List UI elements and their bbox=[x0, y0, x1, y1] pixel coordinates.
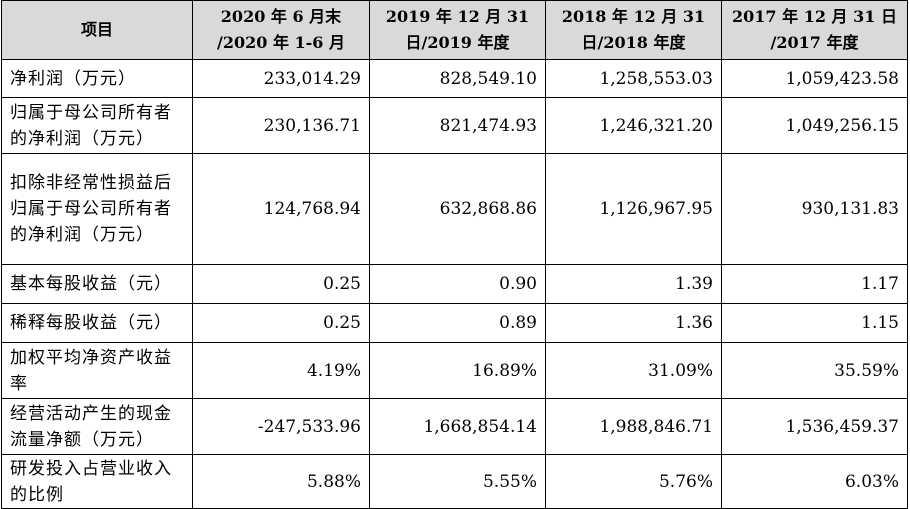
cell-value: 930,131.83 bbox=[721, 153, 908, 265]
cell-value: 6.03% bbox=[721, 454, 908, 509]
cell-value: 5.88% bbox=[192, 454, 370, 509]
cell-value: 4.19% bbox=[192, 342, 370, 399]
row-label: 基本每股收益（元） bbox=[1, 264, 193, 304]
cell-value: 1.39 bbox=[545, 264, 722, 304]
table-row-diluted-eps: 稀释每股收益（元） 0.25 0.89 1.36 1.15 bbox=[1, 303, 908, 343]
row-label: 净利润（万元） bbox=[1, 59, 193, 98]
header-line: 日/2019 年度 bbox=[405, 33, 510, 52]
header-line: 日/2018 年度 bbox=[581, 33, 686, 52]
row-label: 加权平均净资产收益率 bbox=[1, 342, 193, 399]
cell-value: 31.09% bbox=[545, 342, 722, 399]
cell-value: 632,868.86 bbox=[369, 153, 546, 265]
cell-value: 0.90 bbox=[369, 264, 546, 304]
header-period-2017: 2017 年 12 月 31 日 /2017 年度 bbox=[721, 0, 908, 60]
cell-value: 0.89 bbox=[369, 303, 546, 343]
cell-value: 1,258,553.03 bbox=[545, 59, 722, 98]
cell-value: 1,049,256.15 bbox=[721, 97, 908, 154]
cell-value: 5.55% bbox=[369, 454, 546, 509]
header-item-label: 项目 bbox=[1, 0, 193, 60]
header-period-2019: 2019 年 12 月 31 日/2019 年度 bbox=[369, 0, 546, 60]
row-label: 经营活动产生的现金流量净额（万元） bbox=[1, 398, 193, 455]
header-line: /2020 年 1-6 月 bbox=[217, 33, 345, 52]
cell-value: 1.36 bbox=[545, 303, 722, 343]
row-label: 研发投入占营业收入的比例 bbox=[1, 454, 193, 509]
header-period-2018: 2018 年 12 月 31 日/2018 年度 bbox=[545, 0, 722, 60]
header-line: 2020 年 6 月末 bbox=[220, 7, 342, 26]
header-line: 2017 年 12 月 31 日 bbox=[732, 7, 897, 26]
header-line: 2019 年 12 月 31 bbox=[385, 7, 530, 26]
cell-value: 1.17 bbox=[721, 264, 908, 304]
cell-value: 1,059,423.58 bbox=[721, 59, 908, 98]
cell-value: 821,474.93 bbox=[369, 97, 546, 154]
cell-value: 233,014.29 bbox=[192, 59, 370, 98]
cell-value: 124,768.94 bbox=[192, 153, 370, 265]
table-row-weighted-roe: 加权平均净资产收益率 4.19% 16.89% 31.09% 35.59% bbox=[1, 342, 908, 399]
table-row-rd-ratio: 研发投入占营业收入的比例 5.88% 5.55% 5.76% 6.03% bbox=[1, 454, 908, 509]
table-row-adjusted-net-profit: 扣除非经常性损益后归属于母公司所有者的净利润（万元） 124,768.94 63… bbox=[1, 153, 908, 265]
cell-value: 1,246,321.20 bbox=[545, 97, 722, 154]
cell-value: 1.15 bbox=[721, 303, 908, 343]
header-line: /2017 年度 bbox=[770, 33, 859, 52]
cell-value: 5.76% bbox=[545, 454, 722, 509]
cell-value: 16.89% bbox=[369, 342, 546, 399]
cell-value: 0.25 bbox=[192, 264, 370, 304]
cell-value: 1,668,854.14 bbox=[369, 398, 546, 455]
cell-value: -247,533.96 bbox=[192, 398, 370, 455]
header-period-2020-h1: 2020 年 6 月末 /2020 年 1-6 月 bbox=[192, 0, 370, 60]
row-label: 扣除非经常性损益后归属于母公司所有者的净利润（万元） bbox=[1, 153, 193, 265]
table-row-net-profit: 净利润（万元） 233,014.29 828,549.10 1,258,553.… bbox=[1, 59, 908, 98]
cell-value: 828,549.10 bbox=[369, 59, 546, 98]
cell-value: 0.25 bbox=[192, 303, 370, 343]
row-label: 稀释每股收益（元） bbox=[1, 303, 193, 343]
table-row-operating-cash-flow: 经营活动产生的现金流量净额（万元） -247,533.96 1,668,854.… bbox=[1, 398, 908, 455]
row-label: 归属于母公司所有者的净利润（万元） bbox=[1, 97, 193, 154]
table-row-basic-eps: 基本每股收益（元） 0.25 0.90 1.39 1.17 bbox=[1, 264, 908, 304]
cell-value: 1,988,846.71 bbox=[545, 398, 722, 455]
table-row-parent-net-profit: 归属于母公司所有者的净利润（万元） 230,136.71 821,474.93 … bbox=[1, 97, 908, 154]
table-header-row: 项目 2020 年 6 月末 /2020 年 1-6 月 2019 年 12 月… bbox=[1, 0, 908, 60]
cell-value: 35.59% bbox=[721, 342, 908, 399]
cell-value: 230,136.71 bbox=[192, 97, 370, 154]
header-line: 2018 年 12 月 31 bbox=[561, 7, 706, 26]
cell-value: 1,126,967.95 bbox=[545, 153, 722, 265]
cell-value: 1,536,459.37 bbox=[721, 398, 908, 455]
